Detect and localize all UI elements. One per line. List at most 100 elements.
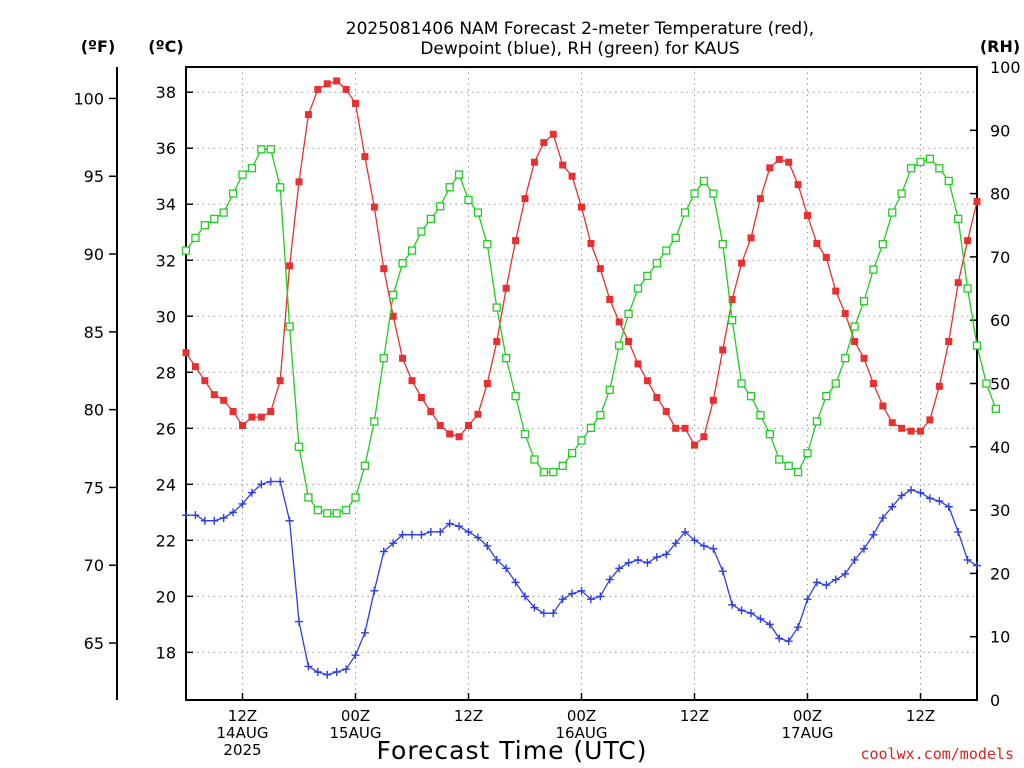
dewpoint-point bbox=[417, 530, 426, 539]
rh-tick-label: 60 bbox=[990, 311, 1010, 330]
dewpoint-point bbox=[398, 530, 407, 539]
dewpoint-point bbox=[907, 485, 916, 494]
dewpoint-point bbox=[963, 555, 972, 564]
temperature-point bbox=[267, 408, 275, 416]
rh-point bbox=[756, 410, 765, 420]
dewpoint-point bbox=[860, 544, 868, 553]
rh-tick-label: 20 bbox=[990, 564, 1010, 583]
temperature-point bbox=[540, 139, 548, 147]
dewpoint-point bbox=[718, 567, 727, 576]
temperature-point bbox=[549, 130, 557, 138]
temperature-point bbox=[530, 158, 538, 166]
fahrenheit-tick-label: 75 bbox=[84, 478, 104, 497]
dewpoint-point bbox=[247, 488, 256, 497]
temperature-point bbox=[785, 158, 793, 166]
rh-point bbox=[181, 246, 191, 255]
rh-point bbox=[445, 183, 454, 192]
temperature-point bbox=[568, 172, 576, 180]
temperature-point bbox=[201, 377, 209, 385]
rh-tick-label: 80 bbox=[990, 185, 1010, 204]
rh-point bbox=[737, 379, 746, 388]
temperature-point bbox=[455, 433, 463, 441]
temperature-point bbox=[521, 195, 529, 203]
temperature-point bbox=[502, 284, 510, 292]
dewpoint-point bbox=[549, 609, 558, 618]
rh-tick-label: 10 bbox=[990, 628, 1010, 647]
dewpoint-point bbox=[756, 614, 765, 623]
temperature-point bbox=[474, 410, 482, 418]
dewpoint-point bbox=[954, 527, 963, 536]
dewpoint-point bbox=[944, 502, 953, 511]
dewpoint-point bbox=[323, 670, 332, 679]
x-tick-label: 2025 bbox=[223, 741, 261, 759]
rh-point bbox=[841, 354, 850, 363]
rh-point bbox=[765, 429, 774, 439]
dewpoint-point bbox=[351, 651, 360, 660]
temperature-point bbox=[766, 164, 774, 172]
rh-point bbox=[219, 208, 228, 217]
rh-point bbox=[596, 410, 605, 420]
title-line-1: 2025081406 NAM Forecast 2-meter Temperat… bbox=[346, 19, 814, 39]
temperature-point bbox=[286, 262, 294, 270]
dewpoint-point bbox=[511, 578, 520, 587]
dewpoint-point bbox=[568, 589, 577, 598]
dewpoint-point bbox=[831, 575, 840, 584]
rh-point bbox=[473, 208, 483, 217]
temperature-point bbox=[832, 287, 840, 295]
celsius-tick-label: 26 bbox=[156, 419, 176, 438]
rh-series bbox=[181, 145, 1000, 518]
temperature-point bbox=[182, 349, 190, 357]
dewpoint-point bbox=[521, 592, 529, 601]
celsius-tick-label: 38 bbox=[156, 83, 176, 102]
temperature-point bbox=[323, 80, 331, 88]
temperature-point bbox=[361, 153, 369, 161]
celsius-unit-label: (ºC) bbox=[148, 37, 183, 56]
rh-point bbox=[323, 509, 332, 518]
grid bbox=[186, 67, 977, 700]
dewpoint-point bbox=[784, 637, 793, 646]
dewpoint-point bbox=[379, 547, 388, 556]
x-tick-label: 00Z bbox=[793, 707, 822, 725]
rh-point bbox=[897, 189, 906, 198]
celsius-tick-label: 28 bbox=[156, 363, 176, 382]
rh-point bbox=[276, 183, 285, 192]
x-tick-label: 17AUG bbox=[782, 724, 834, 742]
rh-tick-label: 30 bbox=[990, 501, 1010, 520]
rh-point bbox=[746, 392, 756, 401]
temperature-point bbox=[483, 380, 491, 387]
temperature-point bbox=[794, 181, 802, 189]
temperature-point bbox=[822, 253, 830, 261]
dewpoint-point bbox=[210, 516, 219, 525]
rh-point bbox=[398, 259, 407, 268]
temperature-point bbox=[304, 111, 312, 119]
celsius-tick-label: 32 bbox=[156, 251, 176, 270]
dewpoint-point bbox=[191, 511, 200, 520]
rh-point bbox=[492, 303, 501, 312]
dewpoint-point bbox=[455, 522, 464, 531]
temperature-point bbox=[672, 424, 680, 432]
rh-point bbox=[351, 493, 360, 502]
rh-point bbox=[266, 145, 275, 154]
temperature-point bbox=[276, 377, 284, 385]
rh-point bbox=[850, 322, 859, 331]
fahrenheit-tick-label: 80 bbox=[84, 401, 104, 420]
temperature-point bbox=[220, 396, 228, 404]
temperature-point bbox=[917, 427, 924, 435]
dewpoint-point bbox=[690, 536, 699, 545]
dewpoint-point bbox=[634, 555, 642, 564]
rh-point bbox=[671, 233, 680, 243]
temperature-point bbox=[813, 239, 821, 247]
dewpoint-point bbox=[794, 623, 803, 632]
temperature-point bbox=[634, 360, 642, 368]
temperature-point bbox=[747, 234, 755, 242]
rh-point bbox=[916, 157, 925, 167]
dewpoint-point bbox=[370, 586, 379, 595]
temperature-point bbox=[512, 237, 520, 245]
rh-point bbox=[615, 341, 624, 350]
temperature-point bbox=[596, 265, 604, 273]
temperature-point bbox=[465, 422, 472, 430]
rh-point bbox=[906, 164, 916, 173]
celsius-tick-label: 20 bbox=[156, 587, 176, 606]
dewpoint-point bbox=[436, 527, 445, 536]
